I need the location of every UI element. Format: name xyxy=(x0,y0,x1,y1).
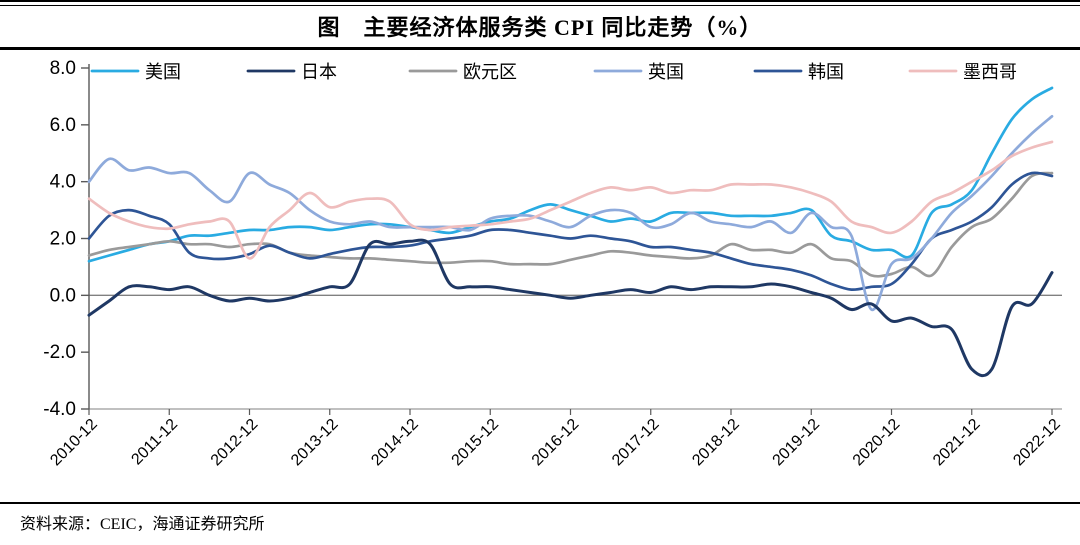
x-tick-label: 2015-12 xyxy=(449,416,503,470)
legend-label-韩国: 韩国 xyxy=(808,62,844,82)
series-line-日本 xyxy=(87,238,1054,378)
x-tick-label: 2020-12 xyxy=(850,416,904,470)
y-tick-label: 2.0 xyxy=(50,229,76,250)
legend-label-英国: 英国 xyxy=(648,62,684,82)
x-tick-label: 2018-12 xyxy=(689,416,743,470)
x-tick-label: 2019-12 xyxy=(770,416,824,470)
x-tick-label: 2017-12 xyxy=(609,416,663,470)
top-border-line xyxy=(0,0,1080,2)
cpi-line-chart: 8.0 6.0 4.0 2.0 0.0 -2.0 -4.0 2010-12 2011-12 201… xyxy=(0,50,1080,495)
x-tick-label: 2010-12 xyxy=(47,416,101,470)
x-tick-label: 2022-12 xyxy=(1010,416,1064,470)
chart-title: 图 主要经济体服务类 CPI 同比走势（%） xyxy=(317,15,763,40)
x-tick-label: 2012-12 xyxy=(208,416,262,470)
legend-label-墨西哥: 墨西哥 xyxy=(963,62,1017,82)
y-tick-label: 0.0 xyxy=(50,285,76,306)
series-line-欧元区 xyxy=(87,171,1054,278)
x-tick-label: 2011-12 xyxy=(128,416,181,469)
y-tick-label: -2.0 xyxy=(43,342,76,363)
source-note: 资料来源：CEIC，海通证券研究所 xyxy=(20,516,265,533)
y-tick-label: 6.0 xyxy=(50,115,76,136)
legend-label-美国: 美国 xyxy=(145,62,181,82)
y-tick-label: -4.0 xyxy=(43,399,76,420)
series-line-韩国 xyxy=(87,171,1054,292)
title-divider-line xyxy=(0,47,1080,50)
x-tick-label: 2013-12 xyxy=(288,416,342,470)
y-tick-label: 4.0 xyxy=(50,172,76,193)
footer-divider-line xyxy=(0,502,1080,504)
series-line-美国 xyxy=(87,86,1054,263)
x-tick-label: 2014-12 xyxy=(368,416,422,470)
top-border-line-2 xyxy=(0,5,1080,6)
series-line-墨西哥 xyxy=(87,140,1054,260)
legend-label-日本: 日本 xyxy=(301,62,337,82)
x-tick-label: 2016-12 xyxy=(529,416,583,470)
legend-label-欧元区: 欧元区 xyxy=(463,62,517,82)
x-tick-label: 2021-12 xyxy=(930,416,984,470)
y-tick-label: 8.0 xyxy=(50,58,76,79)
series-line-英国 xyxy=(87,114,1054,311)
